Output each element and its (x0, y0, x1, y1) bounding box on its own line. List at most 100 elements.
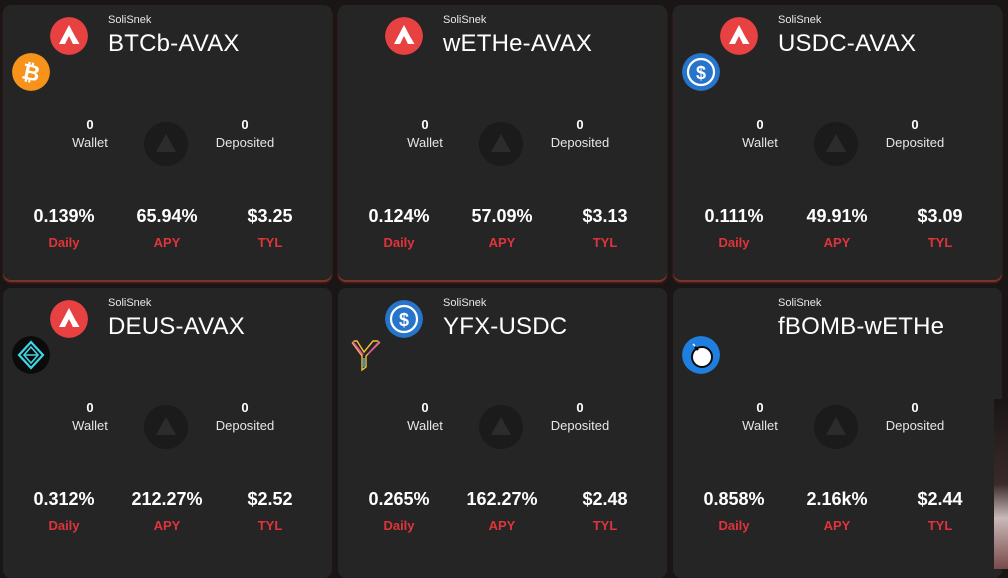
avax-icon (50, 300, 88, 338)
daily-value: 0.139% (33, 206, 95, 226)
deposited-value: 0 (911, 400, 919, 415)
provider-label: SoliSnek (778, 14, 822, 26)
deposited-label: Deposited (550, 135, 610, 150)
farm-card-deus-avax[interactable]: SoliSnek DEUS-AVAX 0 Wallet 0 Deposited … (3, 288, 332, 578)
yfx-icon (347, 336, 385, 374)
wallet-value: 0 (86, 400, 94, 415)
daily-metric: 0.139% Daily (14, 206, 114, 250)
apy-value: 162.27% (466, 489, 538, 509)
avax-logo-icon (814, 122, 858, 166)
wallet-balance: 0 Wallet (390, 400, 460, 433)
deposited-balance: 0 Deposited (545, 400, 615, 433)
farm-card-usdc-avax[interactable]: SoliSnek USDC-AVAX 0 Wallet 0 Deposited … (673, 5, 1002, 280)
deposited-value: 0 (241, 400, 249, 415)
wallet-label: Wallet (742, 135, 778, 150)
usdc-icon (682, 53, 720, 91)
apy-value: 2.16k% (806, 489, 868, 509)
daily-label: Daily (383, 235, 415, 250)
avax-icon (720, 17, 758, 55)
wallet-label: Wallet (72, 418, 108, 433)
daily-value: 0.312% (33, 489, 95, 509)
wallet-balance: 0 Wallet (390, 117, 460, 150)
apy-metric: 49.91% APY (787, 206, 887, 250)
deposited-balance: 0 Deposited (880, 117, 950, 150)
tvl-metric: $3.09 TYL (890, 206, 990, 250)
wallet-label: Wallet (742, 418, 778, 433)
wallet-label: Wallet (407, 135, 443, 150)
tvl-label: TYL (592, 518, 618, 533)
avax-icon (50, 17, 88, 55)
tvl-value: $3.25 (247, 206, 293, 226)
provider-label: SoliSnek (778, 297, 822, 309)
pair-title: wETHe-AVAX (443, 30, 593, 57)
pair-title: YFX-USDC (443, 313, 568, 340)
tvl-label: TYL (257, 235, 283, 250)
apy-metric: 57.09% APY (452, 206, 552, 250)
deposited-balance: 0 Deposited (210, 400, 280, 433)
wallet-balance: 0 Wallet (725, 400, 795, 433)
bitcoin-icon (12, 53, 50, 91)
tvl-label: TYL (927, 518, 953, 533)
farm-card-fbomb-wethe[interactable]: SoliSnek fBOMB-wETHe 0 Wallet 0 Deposite… (673, 288, 1002, 578)
deposited-label: Deposited (885, 135, 945, 150)
apy-label: APY (823, 235, 851, 250)
provider-label: SoliSnek (443, 14, 487, 26)
apy-metric: 2.16k% APY (787, 489, 887, 533)
provider-label: SoliSnek (443, 297, 487, 309)
deus-icon (12, 336, 50, 374)
apy-label: APY (153, 235, 181, 250)
farm-card-wethe-avax[interactable]: SoliSnek wETHe-AVAX 0 Wallet 0 Deposited… (338, 5, 667, 280)
wallet-value: 0 (86, 117, 94, 132)
pair-title: BTCb-AVAX (108, 30, 240, 57)
provider-label: SoliSnek (108, 297, 152, 309)
wallet-value: 0 (756, 117, 764, 132)
wallet-balance: 0 Wallet (55, 400, 125, 433)
deposited-value: 0 (911, 117, 919, 132)
deposited-label: Deposited (885, 418, 945, 433)
farm-card-grid: SoliSnek BTCb-AVAX 0 Wallet 0 Deposited … (3, 5, 1002, 578)
daily-label: Daily (48, 235, 80, 250)
avax-logo-icon (479, 122, 523, 166)
apy-label: APY (488, 235, 516, 250)
tvl-metric: $3.25 TYL (220, 206, 320, 250)
wallet-value: 0 (756, 400, 764, 415)
deposited-value: 0 (576, 400, 584, 415)
avax-icon (385, 17, 423, 55)
avax-logo-icon (144, 405, 188, 449)
apy-metric: 212.27% APY (117, 489, 217, 533)
daily-label: Daily (718, 518, 750, 533)
wallet-label: Wallet (407, 418, 443, 433)
provider-label: SoliSnek (108, 14, 152, 26)
farm-card-yfx-usdc[interactable]: SoliSnek YFX-USDC 0 Wallet 0 Deposited 0… (338, 288, 667, 578)
wallet-value: 0 (421, 400, 429, 415)
fbomb-icon (682, 336, 720, 374)
apy-metric: 65.94% APY (117, 206, 217, 250)
avax-logo-icon (814, 405, 858, 449)
tvl-metric: $2.52 TYL (220, 489, 320, 533)
tvl-value: $2.52 (247, 489, 293, 509)
deposited-balance: 0 Deposited (210, 117, 280, 150)
tvl-metric: $3.13 TYL (555, 206, 655, 250)
pair-title: DEUS-AVAX (108, 313, 245, 340)
deposited-label: Deposited (550, 418, 610, 433)
tvl-label: TYL (592, 235, 618, 250)
daily-value: 0.858% (703, 489, 765, 509)
daily-metric: 0.312% Daily (14, 489, 114, 533)
tvl-label: TYL (257, 518, 283, 533)
farm-card-btcb-avax[interactable]: SoliSnek BTCb-AVAX 0 Wallet 0 Deposited … (3, 5, 332, 280)
daily-metric: 0.265% Daily (349, 489, 449, 533)
background-decoration (994, 399, 1008, 569)
apy-value: 212.27% (131, 489, 203, 509)
apy-value: 65.94% (136, 206, 198, 226)
wallet-value: 0 (421, 117, 429, 132)
daily-label: Daily (48, 518, 80, 533)
daily-value: 0.111% (704, 206, 764, 226)
tvl-value: $3.09 (917, 206, 963, 226)
apy-value: 49.91% (806, 206, 868, 226)
tvl-value: $3.13 (582, 206, 628, 226)
pair-title: fBOMB-wETHe (778, 313, 945, 340)
deposited-balance: 0 Deposited (545, 117, 615, 150)
tvl-metric: $2.48 TYL (555, 489, 655, 533)
deposited-value: 0 (576, 117, 584, 132)
deposited-label: Deposited (215, 135, 275, 150)
